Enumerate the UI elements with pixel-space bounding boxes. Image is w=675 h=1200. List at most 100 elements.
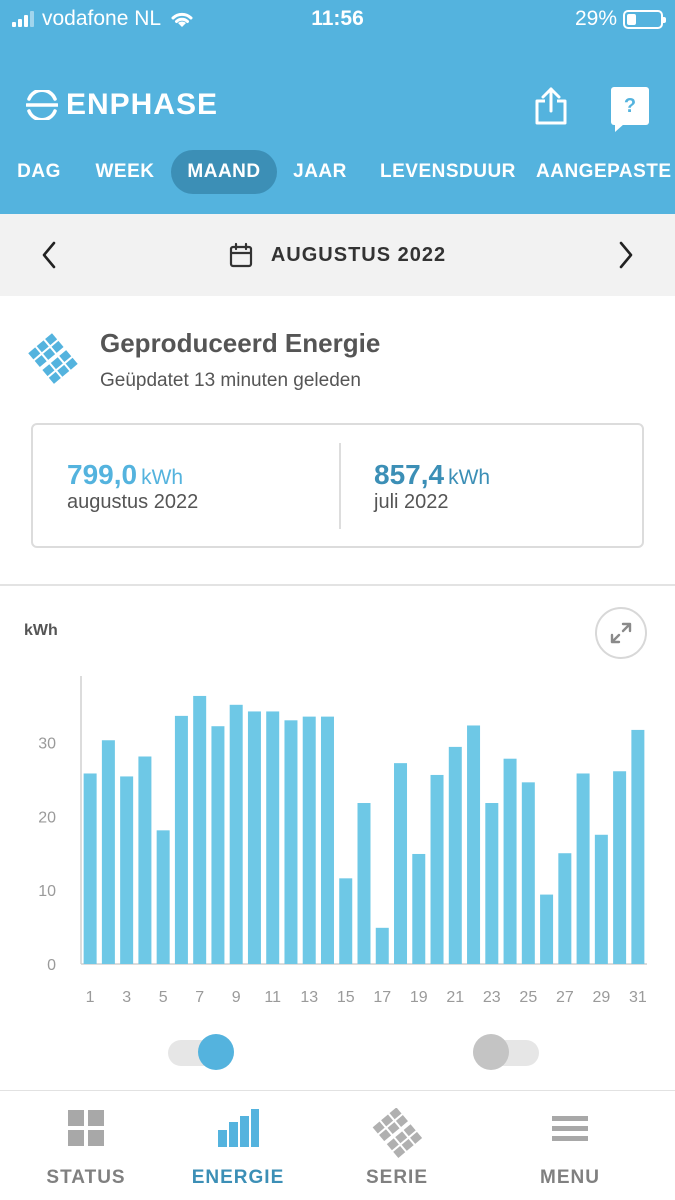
bar-day-4	[138, 756, 152, 964]
current-month-value: 799,0	[67, 459, 138, 490]
x-tick-label: 21	[446, 989, 464, 1006]
bar-day-22	[467, 725, 481, 964]
section-divider	[0, 584, 675, 586]
x-tick-label: 5	[159, 989, 168, 1006]
hamburger-icon	[552, 1116, 588, 1141]
bar-day-17	[375, 927, 389, 964]
bar-day-12	[284, 720, 298, 964]
nav-status[interactable]: STATUS	[11, 1108, 161, 1189]
signal-icon	[12, 11, 34, 27]
bar-day-3	[120, 776, 134, 964]
bar-day-28	[576, 773, 590, 964]
previous-month-period: juli 2022	[374, 491, 449, 513]
expand-chart-button[interactable]	[595, 607, 647, 659]
bar-day-10	[247, 711, 261, 964]
x-tick-label: 7	[195, 989, 204, 1006]
bar-day-2	[101, 740, 115, 964]
tab-levensduur[interactable]: LEVENSDUUR	[380, 161, 516, 182]
tab-maand[interactable]: MAAND	[171, 150, 277, 194]
date-display[interactable]: AUGUSTUS 2022	[0, 242, 675, 268]
previous-month-value: 857,4	[374, 459, 445, 490]
x-tick-label: 1	[86, 989, 95, 1006]
x-tick-label: 25	[519, 989, 537, 1006]
x-tick-label: 3	[122, 989, 131, 1006]
y-tick-label: 0	[47, 957, 56, 974]
bar-chart-icon	[218, 1109, 259, 1147]
chevron-right-icon	[619, 241, 633, 269]
x-tick-label: 31	[629, 989, 647, 1006]
bar-day-9	[229, 704, 243, 964]
battery-icon	[623, 9, 666, 29]
x-tick-label: 15	[337, 989, 355, 1006]
previous-month-unit: kWh	[448, 466, 491, 489]
bar-day-19	[412, 853, 426, 964]
toggle-consumption[interactable]	[473, 1034, 539, 1070]
status-right: 29%	[575, 7, 666, 31]
bar-day-26	[540, 894, 554, 964]
solar-panels-icon	[28, 333, 78, 384]
app-header: vodafone NL 11:56 29% ENPHASE	[0, 0, 675, 214]
bar-day-24	[503, 758, 517, 964]
current-month-summary: 799,0 kWh augustus 2022	[67, 459, 198, 514]
x-tick-label: 11	[264, 989, 281, 1006]
bar-day-25	[521, 782, 535, 964]
x-tick-label: 9	[232, 989, 241, 1006]
help-icon: ?	[623, 94, 637, 117]
chevron-left-icon	[42, 241, 56, 269]
bar-day-5	[156, 830, 170, 964]
toggle-knob	[198, 1034, 234, 1070]
y-tick-label: 20	[38, 809, 56, 826]
previous-month-summary: 857,4 kWh juli 2022	[374, 459, 490, 514]
current-month-unit: kWh	[141, 466, 184, 489]
expand-icon	[610, 622, 632, 644]
previous-month-button[interactable]	[34, 238, 64, 272]
bar-day-18	[394, 763, 408, 964]
summary-divider	[339, 443, 341, 529]
current-month-period: augustus 2022	[67, 491, 199, 513]
carrier-label: vodafone NL	[42, 7, 162, 30]
tab-jaar[interactable]: JAAR	[293, 161, 347, 182]
header-actions: ?	[533, 86, 649, 132]
date-label: AUGUSTUS 2022	[270, 243, 447, 266]
x-tick-label: 19	[410, 989, 428, 1006]
bar-day-14	[320, 716, 334, 964]
previous-month-value-row: 857,4 kWh	[374, 459, 490, 491]
bar-day-29	[594, 834, 608, 964]
card-title: Geproduceerd Energie	[100, 328, 381, 358]
bar-day-7	[193, 695, 207, 964]
brand-logo: ENPHASE	[26, 88, 218, 122]
bar-day-13	[302, 716, 316, 964]
x-tick-label: 23	[483, 989, 501, 1006]
bar-day-11	[266, 711, 280, 964]
x-tick-label: 17	[373, 989, 391, 1006]
y-tick-label: 30	[38, 735, 56, 752]
status-bar: vodafone NL 11:56 29%	[0, 0, 675, 40]
nav-menu[interactable]: MENU	[495, 1108, 645, 1189]
card-subtitle: Geüpdatet 13 minuten geleden	[100, 370, 361, 391]
nav-energie[interactable]: ENERGIE	[163, 1108, 313, 1189]
x-tick-label: 29	[592, 989, 610, 1006]
bar-day-31	[631, 729, 645, 964]
help-button[interactable]: ?	[611, 87, 649, 132]
brand-name: ENPHASE	[66, 88, 219, 121]
wifi-icon	[171, 12, 193, 27]
bar-day-27	[558, 853, 572, 964]
share-icon[interactable]	[533, 86, 569, 126]
x-tick-label: 27	[556, 989, 574, 1006]
tab-dag[interactable]: DAG	[17, 161, 61, 182]
calendar-icon	[229, 242, 252, 268]
toggle-production[interactable]	[168, 1034, 234, 1070]
nav-serie[interactable]: SERIE	[322, 1107, 472, 1189]
tab-aangepaste[interactable]: AANGEPASTE	[536, 161, 672, 182]
tab-week[interactable]: WEEK	[95, 161, 155, 182]
current-month-value-row: 799,0 kWh	[67, 459, 198, 491]
bar-day-23	[485, 803, 499, 964]
bar-day-21	[448, 746, 462, 964]
nav-energie-label: ENERGIE	[191, 1167, 285, 1188]
panel-array-icon	[372, 1107, 423, 1158]
bottom-nav-divider	[0, 1090, 675, 1091]
grid-icon	[68, 1110, 104, 1146]
next-month-button[interactable]	[611, 238, 641, 272]
x-tick-label: 13	[300, 989, 318, 1006]
